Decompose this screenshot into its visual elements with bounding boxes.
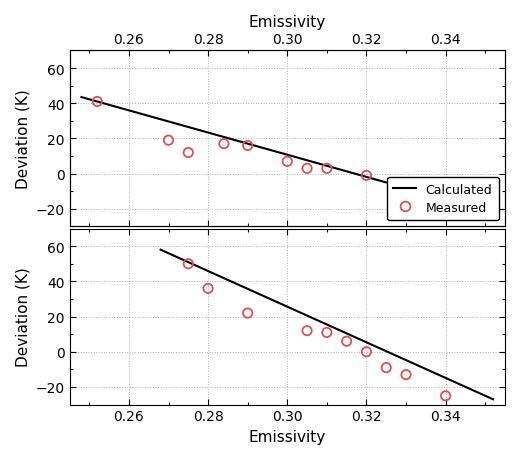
Point (220, 141, 228, 148)
X-axis label: Emissivity: Emissivity (249, 15, 326, 30)
Point (343, 338, 351, 345)
Point (323, 165, 331, 173)
Point (184, 150, 192, 157)
Point (402, 371, 410, 379)
Point (204, 285, 212, 292)
Point (362, 172, 371, 179)
Y-axis label: Deviation (K): Deviation (K) (15, 90, 30, 189)
Legend: Calculated, Measured: Calculated, Measured (387, 177, 499, 221)
Point (394, 185, 402, 192)
Point (303, 327, 311, 335)
Point (184, 261, 192, 268)
Point (93, 99, 101, 106)
Point (449, 197, 458, 204)
Point (164, 137, 173, 145)
Point (243, 142, 252, 150)
Point (422, 192, 430, 199)
Point (362, 348, 371, 356)
Point (441, 392, 450, 400)
Point (243, 310, 252, 317)
X-axis label: Emissivity: Emissivity (249, 429, 326, 444)
Point (283, 158, 291, 166)
Y-axis label: Deviation (K): Deviation (K) (15, 267, 30, 367)
Point (303, 165, 311, 173)
Point (323, 329, 331, 336)
Point (382, 364, 391, 371)
